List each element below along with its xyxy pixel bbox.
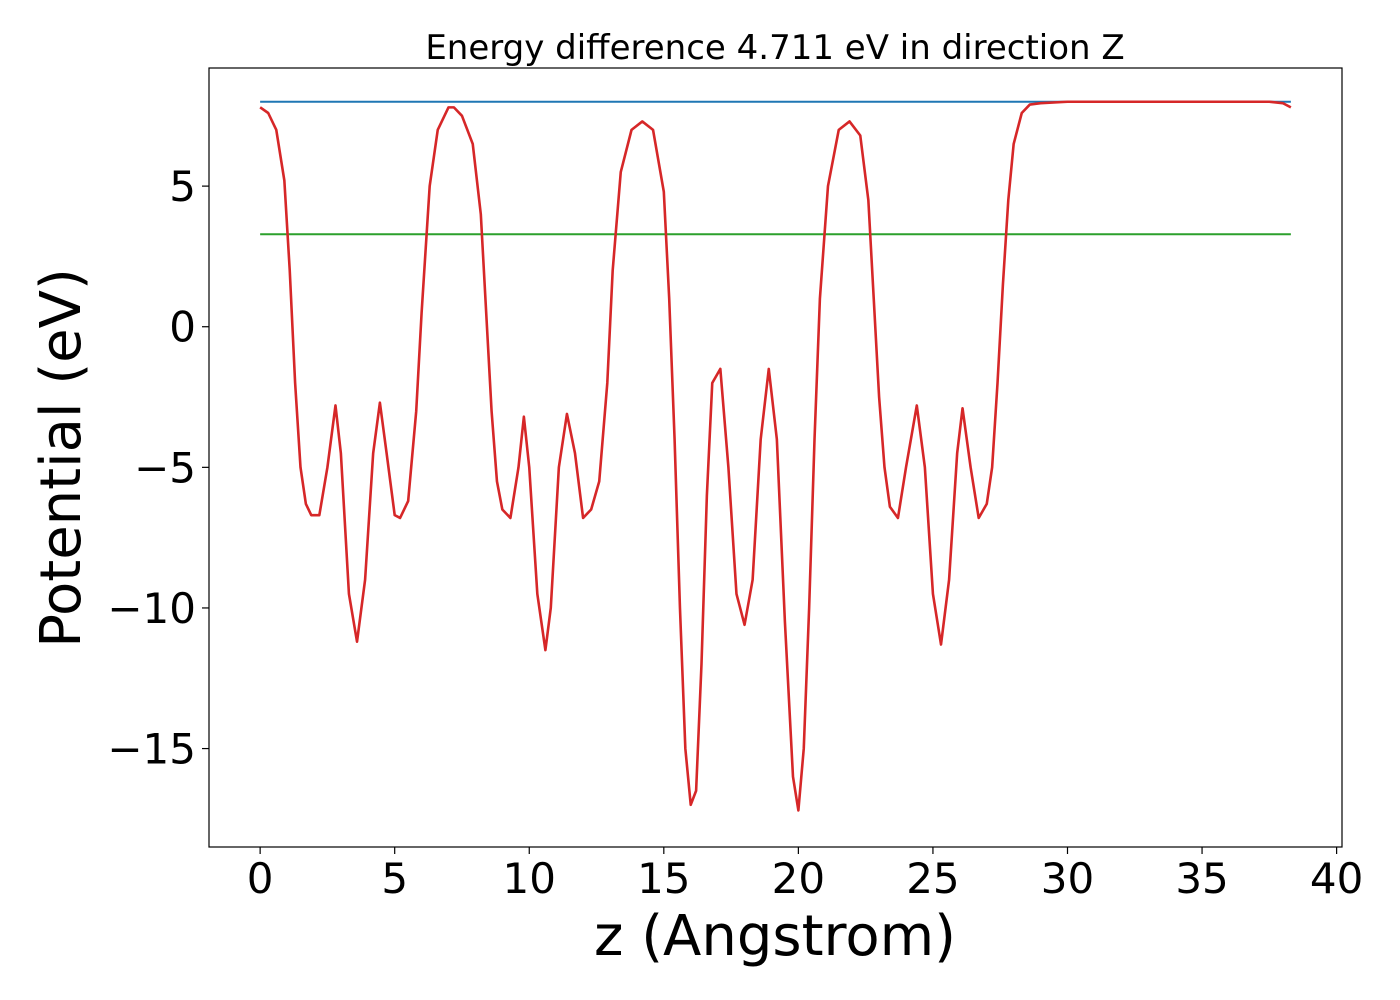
x-tick-label: 25 bbox=[906, 854, 959, 903]
series-line-2 bbox=[259, 100, 1292, 812]
y-axis: −15 −10 −5 0 5 bbox=[107, 162, 209, 774]
x-tick-label: 40 bbox=[1310, 854, 1363, 903]
y-tick-label: −15 bbox=[107, 725, 196, 774]
y-tick-label: 0 bbox=[169, 303, 196, 352]
x-tick-label: 30 bbox=[1041, 854, 1094, 903]
x-axis: 0 5 10 15 20 25 30 35 40 bbox=[247, 847, 1363, 903]
plot-area bbox=[259, 100, 1292, 812]
plot-frame bbox=[208, 67, 1343, 848]
x-tick-label: 0 bbox=[247, 854, 274, 903]
y-axis-label: Potential (eV) bbox=[29, 268, 94, 648]
y-tick-label: 5 bbox=[169, 162, 196, 211]
x-axis-label: z (Angstrom) bbox=[594, 904, 956, 969]
y-tick-label: −10 bbox=[107, 584, 196, 633]
x-tick-label: 5 bbox=[381, 854, 408, 903]
x-tick-label: 20 bbox=[772, 854, 825, 903]
y-tick-label: −5 bbox=[134, 443, 196, 492]
x-tick-label: 15 bbox=[637, 854, 690, 903]
chart-title: Energy difference 4.711 eV in direction … bbox=[425, 28, 1124, 68]
x-tick-label: 35 bbox=[1175, 854, 1228, 903]
x-tick-label: 10 bbox=[503, 854, 556, 903]
